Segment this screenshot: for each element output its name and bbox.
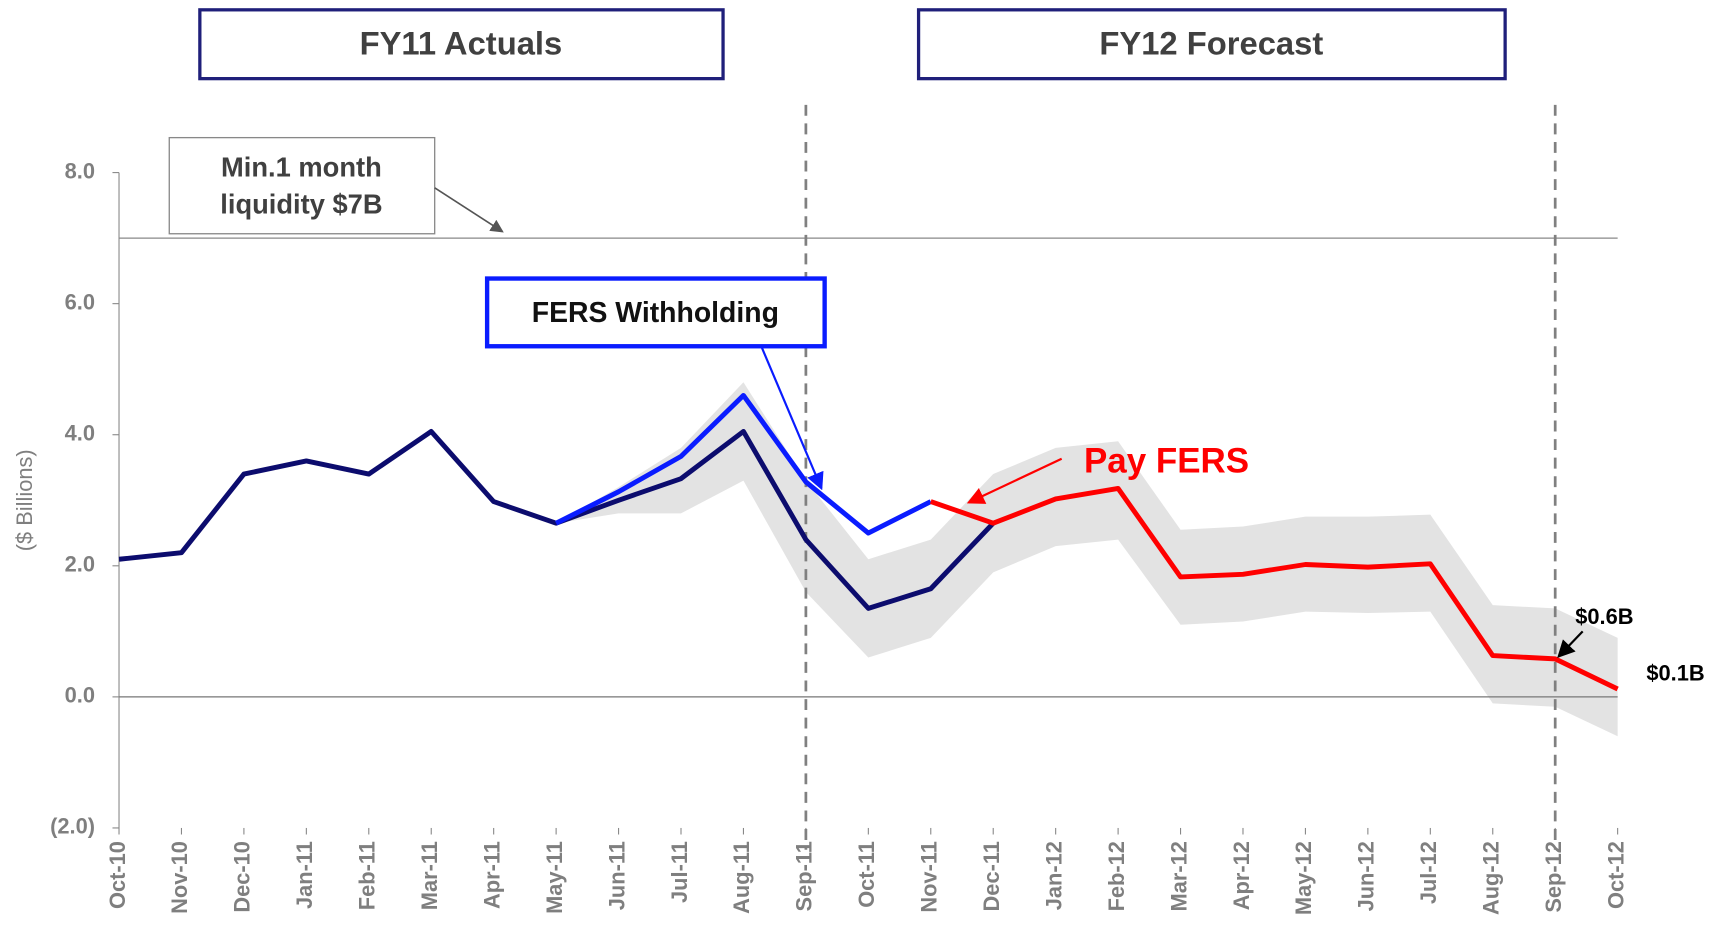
y-tick-label: (2.0) (50, 814, 95, 839)
data-label: $0.6B (1575, 604, 1633, 629)
header-box (198, 8, 725, 81)
x-tick-label: Nov-10 (167, 841, 192, 914)
x-tick-label: Feb-11 (355, 841, 380, 910)
series-line (555, 392, 932, 536)
x-tick-label: Oct-12 (1603, 841, 1628, 909)
x-tick-label: Jan-12 (1041, 841, 1066, 910)
annotation: Min.1 month (221, 152, 382, 183)
x-tick-label: Oct-10 (105, 841, 130, 909)
series-line (929, 486, 1619, 692)
x-tick-label: Mar-11 (417, 841, 442, 910)
x-tick-label: Dec-11 (979, 841, 1004, 911)
data-label: $0.1B (1646, 661, 1704, 686)
x-tick-label: Jun-12 (1354, 841, 1379, 911)
x-tick-label: Jul-11 (667, 841, 692, 903)
x-tick-label: Jun-11 (604, 841, 629, 910)
x-tick-label: Feb-12 (1104, 841, 1129, 911)
y-tick-label: 2.0 (65, 552, 95, 577)
x-tick-label: Sep-12 (1541, 841, 1566, 913)
x-tick-label: Oct-11 (854, 841, 879, 908)
x-tick-label: Dec-10 (230, 841, 255, 913)
arrow (1557, 630, 1584, 659)
x-tick-label: Jul-12 (1416, 841, 1441, 904)
y-tick-label: 4.0 (65, 420, 95, 445)
annotation-box (168, 136, 436, 235)
y-tick-label: 6.0 (65, 289, 95, 314)
y-tick-label: 8.0 (65, 158, 95, 183)
x-tick-label: Apr-11 (479, 841, 504, 909)
axes-layer: (2.0) 0.0 2.0 4.0 6.0 8.0 Oct-10 Nov-10 Dec-10 Ja… (50, 104, 1628, 915)
header: FY11 Actuals (360, 25, 563, 62)
x-tick-label: May-11 (542, 841, 567, 914)
annotation: FERS Withholding (532, 297, 779, 329)
annotation: liquidity $7B (220, 189, 382, 220)
x-tick-label: Aug-11 (729, 841, 754, 914)
x-tick-label: Sep-11 (792, 841, 817, 911)
header: FY12 Forecast (1099, 25, 1323, 62)
x-tick-label: Aug-12 (1479, 841, 1504, 915)
arrow (760, 345, 824, 491)
arrow (966, 457, 1063, 504)
annotation-box (484, 276, 827, 349)
x-tick-label: Apr-12 (1229, 841, 1254, 910)
annotation: Pay FERS (1084, 441, 1249, 480)
header-box (916, 8, 1507, 81)
y-tick-label: 0.0 (65, 683, 95, 708)
lines-layer: $0.6B $0.1B (118, 392, 1705, 692)
band-layer (556, 382, 1618, 737)
x-tick-label: Mar-12 (1166, 841, 1191, 911)
y-axis-label: ($ Billions) (12, 449, 37, 551)
x-tick-label: Jan-11 (292, 841, 317, 909)
arrow (434, 187, 504, 233)
band (556, 382, 1618, 737)
x-tick-label: May-12 (1291, 841, 1316, 915)
x-tick-label: Nov-11 (917, 841, 942, 913)
